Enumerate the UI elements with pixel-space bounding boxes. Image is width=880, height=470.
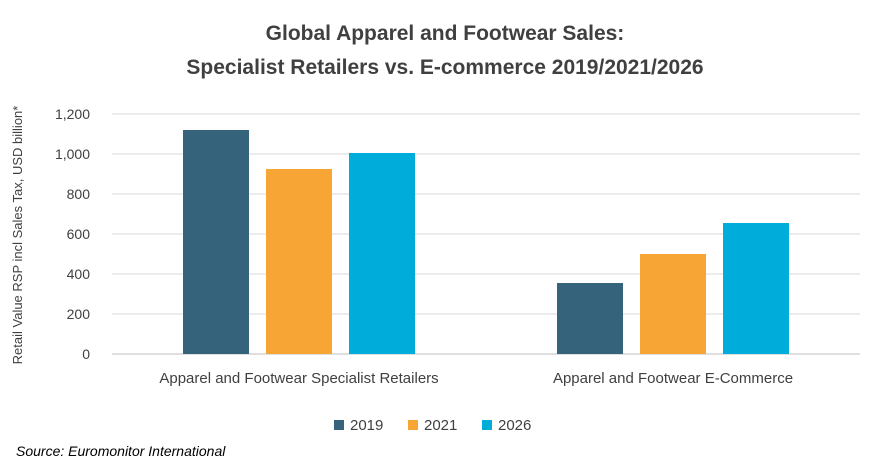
bar-2019 [183,130,249,354]
legend-swatch-2019 [334,420,344,430]
y-axis-ticks: 0 200 400 600 800 1,000 1,200 [55,106,90,362]
legend-label: 2026 [498,417,531,434]
legend-swatch-2021 [408,420,418,430]
y-axis-label: Retail Value RSP incl Sales Tax, USD bil… [10,106,25,365]
bar-2026 [723,223,789,354]
legend-swatch-2026 [482,420,492,430]
y-tick-label: 600 [67,226,91,242]
legend-label: 2021 [424,417,457,434]
y-tick-label: 1,200 [55,106,90,122]
bar-2019 [557,283,623,354]
y-tick-label: 200 [67,306,91,322]
category-label: Apparel and Footwear Specialist Retailer… [159,370,438,387]
legend: 2019 2021 2026 [334,417,531,434]
bar-2021 [266,169,332,354]
y-tick-label: 1,000 [55,146,90,162]
chart-title-line-2: Specialist Retailers vs. E-commerce 2019… [186,56,703,79]
category-label: Apparel and Footwear E-Commerce [553,370,793,387]
bar-2021 [640,254,706,354]
source-note: Source: Euromonitor International [16,443,226,459]
y-tick-label: 800 [67,186,91,202]
x-axis-categories: Apparel and Footwear Specialist Retailer… [159,370,793,387]
bar-2026 [349,153,415,354]
y-tick-label: 0 [82,346,90,362]
chart-title-line-1: Global Apparel and Footwear Sales: [266,22,625,45]
legend-label: 2019 [350,417,383,434]
bars [183,130,789,354]
y-tick-label: 400 [67,266,91,282]
